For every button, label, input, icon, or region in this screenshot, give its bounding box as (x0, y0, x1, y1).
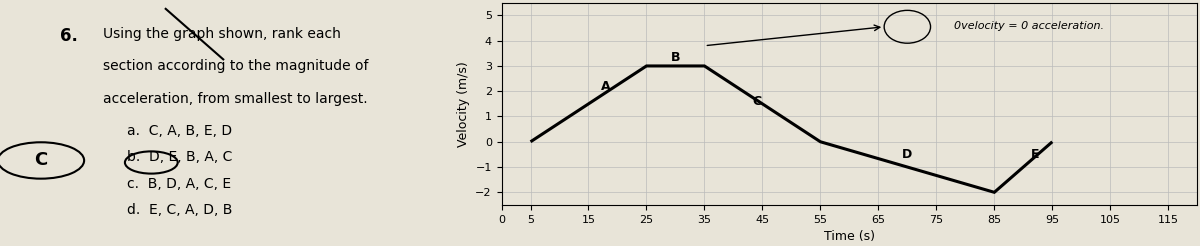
Text: 6.: 6. (60, 27, 78, 45)
Text: C: C (35, 152, 48, 169)
Text: B: B (671, 51, 680, 64)
X-axis label: Time (s): Time (s) (824, 230, 875, 243)
Text: c.  B, D, A, C, E: c. B, D, A, C, E (127, 177, 232, 191)
Y-axis label: Velocity (m/s): Velocity (m/s) (457, 61, 469, 147)
Text: E: E (1031, 148, 1039, 161)
Text: a.  C, A, B, E, D: a. C, A, B, E, D (127, 124, 233, 138)
Text: d.  E, C, A, D, B: d. E, C, A, D, B (127, 203, 233, 217)
Text: 0velocity = 0 acceleration.: 0velocity = 0 acceleration. (954, 20, 1104, 31)
Text: section according to the magnitude of: section according to the magnitude of (103, 59, 368, 73)
Text: Using the graph shown, rank each: Using the graph shown, rank each (103, 27, 341, 41)
Text: D: D (902, 148, 912, 161)
Text: acceleration, from smallest to largest.: acceleration, from smallest to largest. (103, 92, 368, 106)
Text: C: C (752, 95, 761, 108)
Text: b.  D, E, B, A, C: b. D, E, B, A, C (127, 150, 233, 164)
Text: A: A (601, 80, 611, 93)
